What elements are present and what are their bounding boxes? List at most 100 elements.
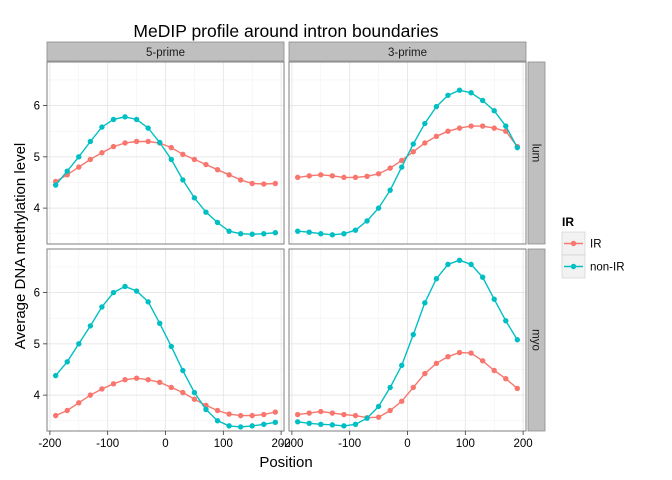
data-point-non-IR — [157, 320, 163, 327]
data-point-non-IR — [168, 156, 174, 163]
x-tick-label: -100 — [96, 438, 119, 450]
data-point-IR — [214, 407, 221, 414]
x-tick-label: 0 — [162, 438, 168, 450]
data-point-non-IR — [514, 337, 521, 343]
data-point-IR — [375, 171, 382, 177]
y-tick-label: 6 — [34, 101, 40, 113]
data-point-non-IR — [456, 87, 463, 93]
x-tick-label: 0 — [404, 438, 410, 450]
chart-title: MeDIP profile around intron boundaries — [133, 21, 438, 41]
panel-5-prime-lum: 4 5 6 — [34, 61, 285, 245]
data-point-IR — [433, 360, 440, 367]
data-point-IR — [203, 161, 209, 168]
y-tick-label: 6 — [34, 288, 40, 300]
x-tick-label: -100 — [338, 438, 361, 450]
data-point-non-IR — [99, 304, 105, 310]
data-point-IR — [110, 381, 117, 387]
data-point-non-IR — [503, 123, 509, 129]
legend-label-IR: IR — [590, 239, 602, 251]
data-point-IR — [468, 350, 474, 356]
data-point-IR — [237, 177, 244, 183]
data-point-non-IR — [249, 231, 255, 237]
data-point-non-IR — [433, 103, 440, 110]
data-point-IR — [99, 386, 105, 392]
data-point-IR — [272, 180, 279, 187]
panel-5-prime-myo: 4 5 6 -200 -100 0 100 200 — [34, 248, 291, 450]
data-point-non-IR — [64, 359, 70, 365]
data-point-non-IR — [456, 257, 463, 263]
facet-strip-lum — [527, 61, 546, 245]
legend: IR IR non-IR — [561, 215, 625, 279]
data-point-IR — [410, 149, 416, 155]
data-point-non-IR — [87, 138, 94, 145]
y-axis-label: Average DNA methylation level — [12, 143, 29, 350]
x-tick-label: 100 — [456, 438, 475, 450]
data-point-non-IR — [226, 228, 232, 234]
data-point-IR — [491, 367, 497, 374]
data-point-non-IR — [294, 419, 301, 425]
data-point-non-IR — [375, 205, 382, 211]
data-point-non-IR — [180, 367, 186, 374]
data-point-IR — [261, 411, 267, 418]
panel-3-prime-lum — [288, 61, 527, 245]
data-point-IR — [468, 123, 474, 129]
data-point-IR — [387, 407, 393, 414]
data-point-non-IR — [387, 384, 393, 391]
data-point-non-IR — [399, 164, 405, 170]
data-point-non-IR — [64, 168, 70, 174]
data-point-non-IR — [468, 90, 474, 96]
data-point-IR — [399, 398, 405, 404]
data-point-non-IR — [122, 283, 128, 290]
data-point-IR — [157, 379, 163, 385]
data-point-IR — [306, 173, 312, 179]
facet-strip-myo — [527, 248, 546, 432]
data-point-IR — [214, 166, 221, 173]
y-tick-label: 5 — [34, 339, 40, 351]
data-point-IR — [387, 165, 393, 171]
data-point-IR — [329, 173, 336, 179]
data-point-non-IR — [191, 389, 198, 396]
data-point-IR — [479, 123, 486, 129]
y-tick-label: 4 — [34, 203, 41, 215]
data-point-IR — [87, 156, 94, 163]
x-tick-label: 200 — [514, 438, 533, 450]
data-point-non-IR — [329, 232, 336, 238]
data-point-non-IR — [237, 424, 244, 430]
data-point-non-IR — [261, 231, 267, 237]
data-point-non-IR — [249, 423, 255, 429]
data-point-IR — [191, 396, 198, 402]
data-point-non-IR — [364, 415, 370, 421]
facet-strip-label: 5-prime — [146, 47, 185, 59]
data-point-non-IR — [387, 187, 393, 193]
x-tick-label: -200 — [280, 438, 303, 450]
data-point-IR — [76, 400, 82, 406]
data-point-non-IR — [180, 177, 186, 183]
data-point-IR — [76, 164, 82, 170]
facet-strip-label: lum — [530, 144, 542, 163]
x-tick-label: 200 — [272, 438, 291, 450]
data-point-IR — [318, 172, 324, 178]
data-point-IR — [306, 410, 312, 416]
facet-strip-label: myo — [530, 329, 542, 351]
data-point-IR — [145, 138, 151, 145]
data-point-IR — [99, 150, 105, 156]
data-point-IR — [249, 180, 255, 187]
data-point-IR — [145, 377, 151, 383]
data-point-IR — [341, 411, 347, 418]
data-point-non-IR — [87, 323, 94, 329]
panel-3-prime-myo: -200 -100 0 100 200 — [280, 248, 533, 450]
data-point-non-IR — [157, 139, 163, 146]
data-point-IR — [341, 174, 347, 181]
data-point-non-IR — [110, 116, 117, 123]
data-point-IR — [87, 392, 94, 398]
data-point-non-IR — [318, 231, 324, 237]
data-point-non-IR — [261, 421, 267, 428]
data-point-IR — [122, 377, 128, 383]
data-point-non-IR — [503, 318, 509, 324]
data-point-IR — [445, 128, 451, 134]
data-point-IR — [352, 412, 359, 419]
data-point-IR — [237, 412, 244, 419]
data-point-IR — [399, 157, 405, 164]
data-point-IR — [52, 412, 59, 419]
